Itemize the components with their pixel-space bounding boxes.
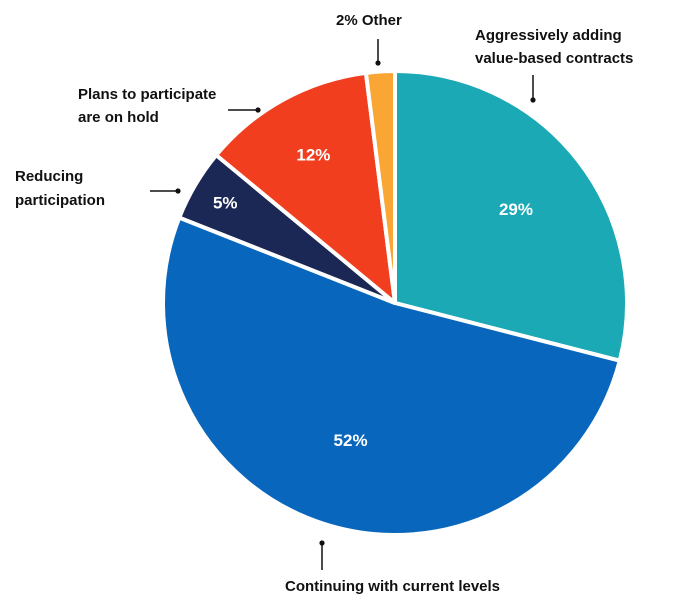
pie-slice-aggressively-adding	[393, 69, 629, 363]
callout-label-aggressively-adding-line-1: Aggressively adding	[475, 27, 622, 44]
pie-slice-plans-on-hold	[214, 70, 397, 305]
callout-plans-on-hold: Plans to participate are on hold	[78, 86, 261, 126]
callout-label-plans-on-hold-line-2: are on hold	[78, 109, 159, 126]
callout-label-other-line-1: 2% Other	[336, 12, 402, 29]
leader-dot-reducing	[175, 188, 181, 194]
leader-dot-plans-on-hold	[255, 107, 261, 113]
callout-reducing: Reducing participation	[15, 168, 181, 209]
callout-label-reducing-line-1: Reducing	[15, 168, 83, 185]
leader-dot-aggressively-adding	[530, 97, 536, 103]
slice-value-label-aggressively-adding: 29%	[499, 200, 533, 219]
callout-label-reducing-line-2: participation	[15, 192, 105, 209]
pie-slice-other	[363, 69, 397, 305]
callout-aggressively-adding: Aggressively adding value-based contracts	[475, 27, 633, 103]
slice-value-label-reducing: 5%	[213, 194, 238, 213]
callout-label-aggressively-adding-line-2: value-based contracts	[475, 50, 633, 67]
value-labels-layer: 29% 52% 5% 12%	[213, 146, 533, 450]
slices-layer	[161, 69, 629, 537]
callouts-layer: Aggressively adding value-based contracts…	[15, 12, 633, 595]
slice-value-label-plans-on-hold: 12%	[296, 146, 330, 165]
leader-dot-other	[375, 60, 381, 66]
slice-value-label-continuing-current: 52%	[334, 431, 368, 450]
pie-slice-continuing-current	[161, 215, 622, 537]
callout-label-plans-on-hold-line-1: Plans to participate	[78, 86, 216, 103]
callout-continuing-current: Continuing with current levels	[285, 540, 500, 595]
callout-label-continuing-current-line-1: Continuing with current levels	[285, 578, 500, 595]
leader-dot-continuing-current	[319, 540, 325, 546]
callout-other: 2% Other	[336, 12, 402, 66]
